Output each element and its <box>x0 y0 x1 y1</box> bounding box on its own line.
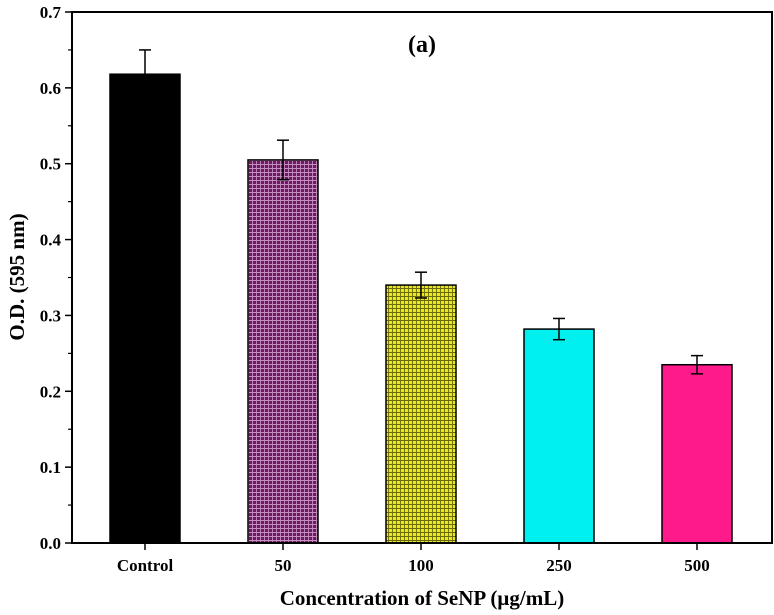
plot-frame <box>71 11 773 544</box>
x-tick-label: 100 <box>408 556 434 575</box>
bar-250 <box>523 328 595 544</box>
y-tick-label: 0.2 <box>40 382 61 401</box>
y-tick-label: 0.6 <box>40 79 61 98</box>
bar-50 <box>247 159 319 544</box>
y-tick-label: 0.4 <box>40 231 62 250</box>
y-tick-label: 0.7 <box>40 3 62 22</box>
y-tick-label: 0.5 <box>40 155 61 174</box>
panel-label: (a) <box>408 32 436 58</box>
y-axis-ticks: 0.0 0.1 0.2 0.3 0.4 0.5 0.6 0.7 <box>40 3 72 553</box>
bar-100 <box>385 284 457 544</box>
bar-500 <box>661 363 733 544</box>
y-tick-label: 0.3 <box>40 306 61 325</box>
y-tick-label: 0.1 <box>40 458 61 477</box>
y-tick-label: 0.0 <box>40 534 61 553</box>
x-axis-title: Concentration of SeNP (µg/mL) <box>280 586 564 610</box>
x-tick-label: Control <box>117 556 174 575</box>
bar-control <box>109 73 181 544</box>
x-tick-label: 250 <box>546 556 572 575</box>
x-axis-ticks: Control 50 100 250 500 <box>117 543 710 575</box>
y-axis-title: O.D. (595 nm) <box>5 213 29 340</box>
error-bars-group <box>139 49 703 375</box>
x-tick-label: 50 <box>275 556 292 575</box>
x-tick-label: 500 <box>684 556 710 575</box>
bars-group <box>109 73 733 544</box>
